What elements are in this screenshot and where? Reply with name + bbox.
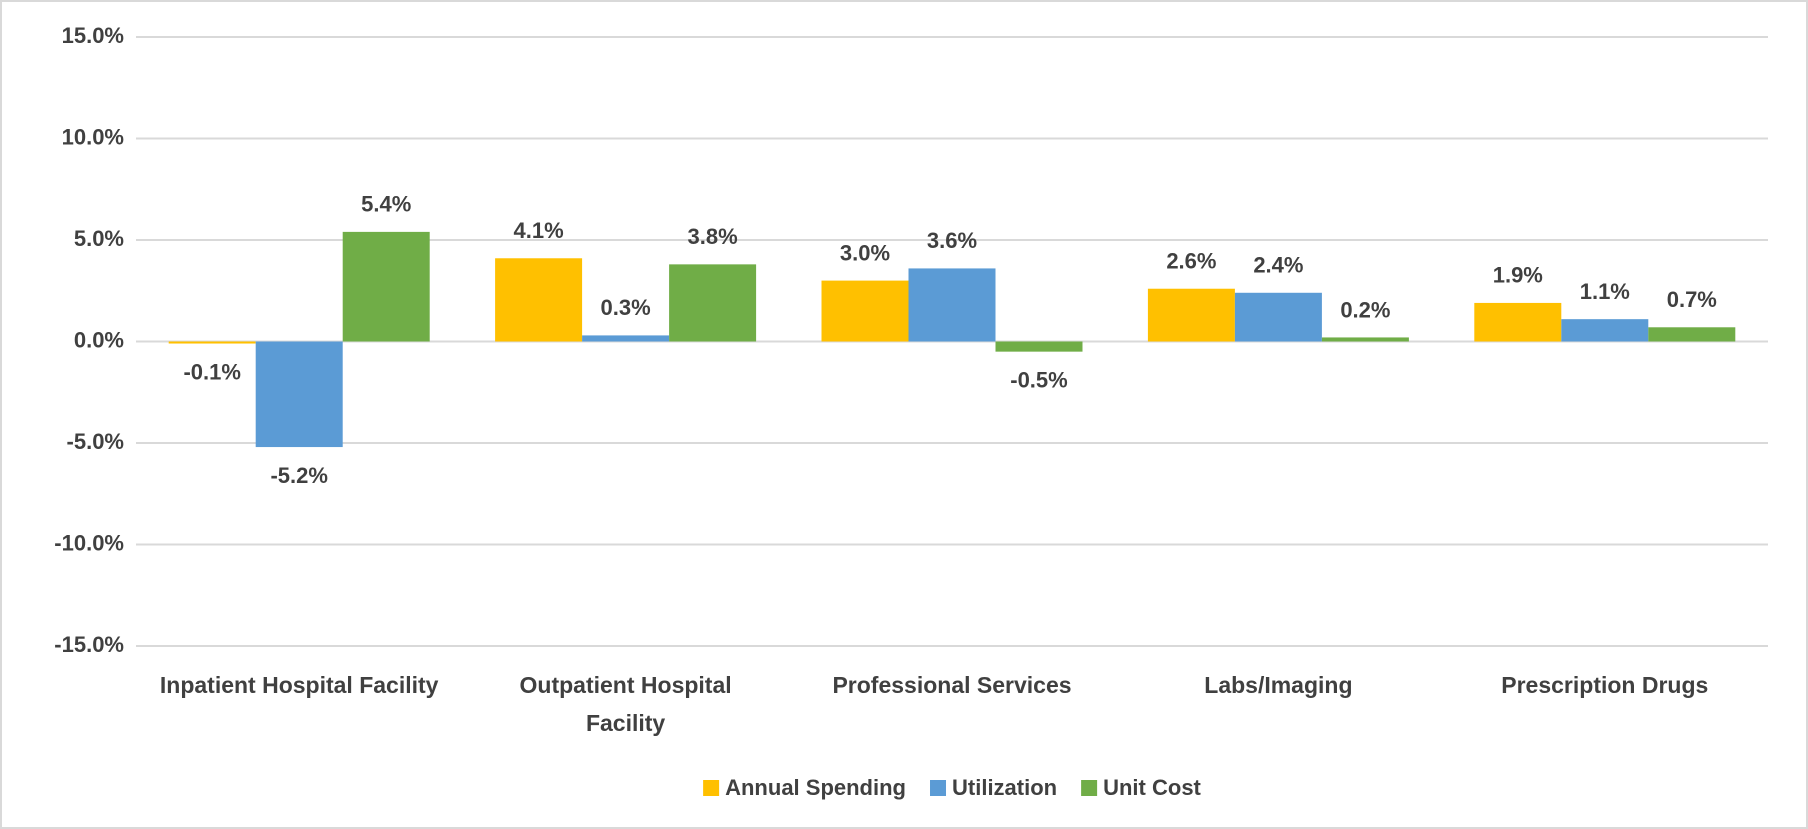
data-label: 0.7% <box>1667 287 1717 312</box>
bar <box>1147 288 1235 342</box>
x-tick-label: Prescription Drugs <box>1501 672 1709 698</box>
bar <box>255 341 343 448</box>
data-label: 1.9% <box>1493 263 1543 288</box>
data-label: 3.0% <box>840 240 890 265</box>
bar <box>1474 302 1562 342</box>
bar <box>342 231 430 342</box>
data-label: 4.1% <box>514 218 564 243</box>
legend-label: Unit Cost <box>1103 775 1201 800</box>
bar <box>495 258 583 342</box>
y-tick-label: -5.0% <box>67 429 124 454</box>
data-label: 1.1% <box>1580 279 1630 304</box>
y-tick-label: 10.0% <box>62 124 124 149</box>
x-tick-label: Professional Services <box>832 672 1072 698</box>
bar <box>1648 327 1736 342</box>
bar <box>669 264 757 342</box>
bar <box>1321 337 1409 342</box>
legend-swatch <box>930 780 947 796</box>
bar <box>821 280 909 342</box>
legend-swatch <box>703 780 720 796</box>
y-tick-label: 5.0% <box>74 226 124 251</box>
bar <box>1561 319 1649 342</box>
y-tick-label: -15.0% <box>54 632 124 657</box>
data-label: 5.4% <box>361 192 411 217</box>
data-label: 3.6% <box>927 228 977 253</box>
y-tick-label: 0.0% <box>74 327 124 352</box>
bar <box>995 341 1083 352</box>
bar <box>168 341 256 344</box>
data-label: 0.2% <box>1340 297 1390 322</box>
x-tick-label: Labs/Imaging <box>1204 672 1353 698</box>
bar <box>582 335 670 342</box>
data-label: -0.1% <box>183 359 240 384</box>
legend-label: Annual Spending <box>725 775 906 800</box>
y-tick-label: -10.0% <box>54 530 124 555</box>
data-label: 2.6% <box>1166 249 1216 274</box>
legend-swatch <box>1081 780 1098 796</box>
data-label: -5.2% <box>270 463 327 488</box>
x-tick-label: Outpatient Hospital Facility <box>519 672 732 736</box>
data-label: 2.4% <box>1253 253 1303 278</box>
data-label: 0.3% <box>601 295 651 320</box>
x-tick-label: Inpatient Hospital Facility <box>159 672 439 698</box>
data-label: 3.8% <box>688 224 738 249</box>
y-tick-label: 15.0% <box>62 23 124 48</box>
bar <box>1234 292 1322 342</box>
bar <box>908 268 996 342</box>
legend-label: Utilization <box>952 775 1057 800</box>
data-label: -0.5% <box>1010 367 1067 392</box>
